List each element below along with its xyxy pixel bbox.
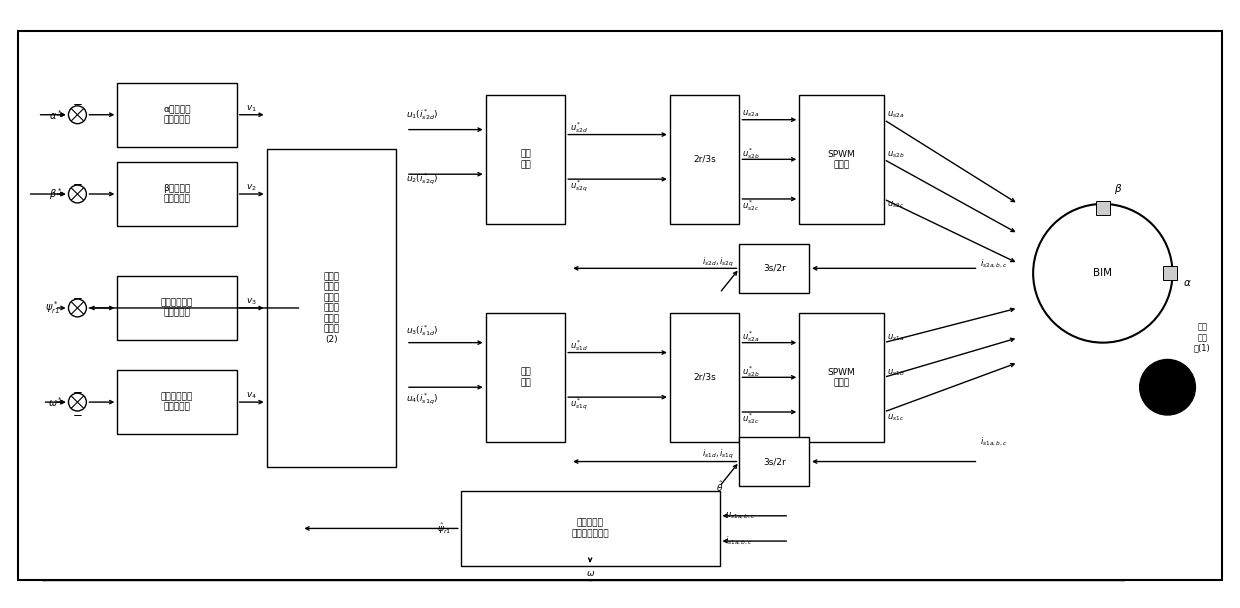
Text: 模糊自适应
转子磁链观测器: 模糊自适应 转子磁链观测器 (572, 519, 609, 538)
Text: $u^*_{s1q}$: $u^*_{s1q}$ (570, 396, 588, 412)
Text: $u_1(i^*_{s2d})$: $u_1(i^*_{s2d})$ (405, 107, 438, 122)
Text: $\beta^*$: $\beta^*$ (48, 186, 62, 202)
Text: 原系
统模
型(1): 原系 统模 型(1) (1194, 323, 1210, 353)
Bar (635, 75, 1183, 531)
Text: $u_{s2a}$: $u_{s2a}$ (743, 108, 760, 119)
Circle shape (1033, 204, 1173, 343)
Text: $v_3$: $v_3$ (247, 297, 257, 307)
Text: $\hat{\psi}_{r1}$: $\hat{\psi}_{r1}$ (436, 521, 451, 536)
Bar (461, 491, 719, 565)
Bar (739, 244, 810, 293)
Text: $u^*_{s2q}$: $u^*_{s2q}$ (570, 178, 588, 194)
Text: $u_{s1b}$: $u_{s1b}$ (887, 367, 904, 378)
Text: $u_{s2c}$: $u_{s2c}$ (887, 199, 904, 210)
Text: $u^*_{s1d}$: $u^*_{s1d}$ (570, 338, 588, 353)
Text: 流控型
无轴承
异步电
机系统
的解析
逆模型
(2): 流控型 无轴承 异步电 机系统 的解析 逆模型 (2) (324, 272, 340, 344)
Text: $v_4$: $v_4$ (247, 391, 257, 401)
Text: 电流
闭环: 电流 闭环 (520, 368, 531, 387)
Bar (486, 95, 565, 224)
Text: $-$: $-$ (72, 289, 83, 303)
Text: $u^*_{s2b}$: $u^*_{s2b}$ (743, 146, 760, 161)
Text: $i_{s2a,b,c}$: $i_{s2a,b,c}$ (981, 257, 1008, 269)
Text: $u_{s1a,b,c}$: $u_{s1a,b,c}$ (724, 511, 755, 521)
Text: $u_2(i^*_{s2q})$: $u_2(i^*_{s2q})$ (405, 171, 438, 187)
Bar (1096, 201, 1110, 215)
Circle shape (68, 106, 87, 123)
Text: $\alpha$: $\alpha$ (1183, 278, 1192, 288)
Text: $\alpha^*$: $\alpha^*$ (48, 108, 62, 122)
Circle shape (68, 299, 87, 317)
Bar (800, 95, 884, 224)
Text: $\omega^*$: $\omega^*$ (48, 395, 63, 409)
Text: 电流
闭环: 电流 闭环 (520, 150, 531, 169)
Text: $i_{s1d}, i_{s1q}$: $i_{s1d}, i_{s1q}$ (703, 448, 734, 461)
Text: β位移滑模
控制调节器: β位移滑模 控制调节器 (164, 184, 191, 204)
Text: $-$: $-$ (72, 384, 83, 396)
Text: $i_{s2d}, i_{s2q}$: $i_{s2d}, i_{s2q}$ (703, 256, 734, 269)
Bar (670, 95, 739, 224)
Bar (118, 370, 237, 434)
Circle shape (68, 393, 87, 411)
Text: $i_{s1a,b,c}$: $i_{s1a,b,c}$ (981, 435, 1008, 448)
Text: $u_{s1a}$: $u_{s1a}$ (887, 333, 904, 343)
Text: $-$: $-$ (72, 176, 83, 188)
Text: $\beta$: $\beta$ (1114, 182, 1122, 196)
Bar (800, 313, 884, 442)
Bar (670, 313, 739, 442)
Text: $u^*_{s2a}$: $u^*_{s2a}$ (743, 330, 760, 344)
Text: $v_2$: $v_2$ (247, 183, 257, 193)
Text: BIM: BIM (1094, 268, 1112, 278)
Text: 2r/3s: 2r/3s (693, 155, 715, 164)
Text: 3s/2r: 3s/2r (763, 457, 786, 466)
Text: $i_{s1a,b,c}$: $i_{s1a,b,c}$ (724, 535, 753, 547)
Text: $u_{s1c}$: $u_{s1c}$ (887, 413, 904, 423)
Text: $u^*_{s2c}$: $u^*_{s2c}$ (743, 198, 760, 213)
Bar (1163, 266, 1177, 280)
Text: $u_3(i^*_{s1d})$: $u_3(i^*_{s1d})$ (405, 323, 438, 338)
Text: $u^*_{s2c}$: $u^*_{s2c}$ (743, 412, 760, 426)
Text: $u^*_{s2b}$: $u^*_{s2b}$ (743, 364, 760, 379)
Text: $u^*_{s2d}$: $u^*_{s2d}$ (570, 120, 588, 135)
Bar (118, 276, 237, 340)
Text: SPWM
逆变器: SPWM 逆变器 (827, 150, 856, 169)
Bar (118, 162, 237, 226)
Text: 转子磁链滑模
控制调节器: 转子磁链滑模 控制调节器 (161, 299, 193, 317)
Text: $v_1$: $v_1$ (247, 103, 257, 114)
Text: SPWM
逆变器: SPWM 逆变器 (827, 368, 856, 387)
Text: 2r/3s: 2r/3s (693, 373, 715, 382)
Bar (267, 150, 396, 466)
Bar (118, 83, 237, 147)
Bar (655, 85, 1178, 258)
Bar (486, 313, 565, 442)
Text: $u_{s2a}$: $u_{s2a}$ (887, 109, 904, 120)
Text: $\omega$: $\omega$ (585, 569, 595, 578)
Text: 电机转速滑模
控制调节器: 电机转速滑模 控制调节器 (161, 392, 193, 412)
Text: $-$: $-$ (72, 407, 83, 421)
Circle shape (68, 185, 87, 203)
Bar (739, 437, 810, 486)
Text: α位移滑模
控制调节器: α位移滑模 控制调节器 (164, 105, 191, 125)
Text: $u_4(i^*_{s1q})$: $u_4(i^*_{s1q})$ (405, 392, 438, 407)
Text: $\hat{\theta}$: $\hat{\theta}$ (715, 479, 723, 494)
Text: $-$: $-$ (72, 96, 83, 109)
Circle shape (1140, 359, 1195, 415)
Text: $\psi_{r1}^*$: $\psi_{r1}^*$ (45, 300, 60, 316)
Text: 3s/2r: 3s/2r (763, 264, 786, 273)
Text: $u_{s2b}$: $u_{s2b}$ (887, 149, 904, 160)
